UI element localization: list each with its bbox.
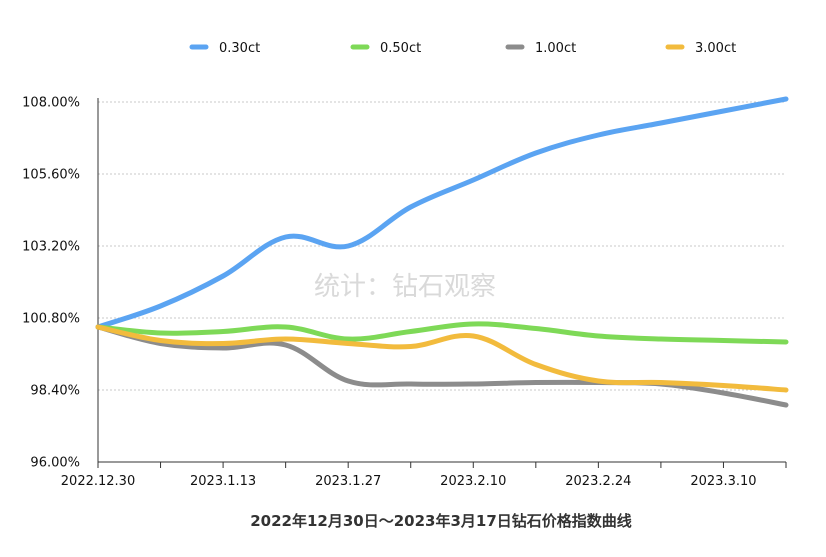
- x-tick-label: 2023.1.27: [315, 474, 381, 489]
- watermark: 统计：钻石观察: [314, 272, 496, 302]
- x-tick-label: 2023.2.24: [565, 474, 631, 489]
- y-tick-label: 96.00%: [30, 456, 80, 471]
- axes: 96.00% 98.40% 100.80% 103.20% 105.60% 108.00%…: [22, 96, 787, 489]
- y-tick-label: 100.80%: [22, 312, 80, 327]
- x-tick-label: 2023.1.13: [190, 474, 256, 489]
- chart-title: 2022年12月30日～2023年3月17日钻石价格指数曲线: [250, 512, 632, 530]
- legend: 0.30ct 0.50ct 1.00ct 3.00ct: [189, 41, 736, 56]
- legend-label: 0.30ct: [219, 41, 260, 56]
- x-tick-label: 2022.12.30: [61, 474, 135, 489]
- y-tick-label: 98.40%: [30, 384, 80, 399]
- legend-label: 3.00ct: [695, 41, 736, 56]
- y-tick-label: 105.60%: [22, 168, 80, 183]
- legend-label: 1.00ct: [535, 41, 576, 56]
- legend-label: 0.50ct: [380, 41, 421, 56]
- series-line-0-50ct: [95, 321, 789, 345]
- series-lines: [95, 96, 789, 408]
- x-tick-label: 2023.3.10: [690, 474, 756, 489]
- y-tick-label: 108.00%: [22, 96, 80, 111]
- series-line-0-30ct: [95, 96, 789, 330]
- x-tick-label: 2023.2.10: [440, 474, 506, 489]
- grid-lines: [98, 101, 786, 391]
- y-tick-label: 103.20%: [22, 240, 80, 255]
- series-line-3-00ct: [95, 324, 789, 393]
